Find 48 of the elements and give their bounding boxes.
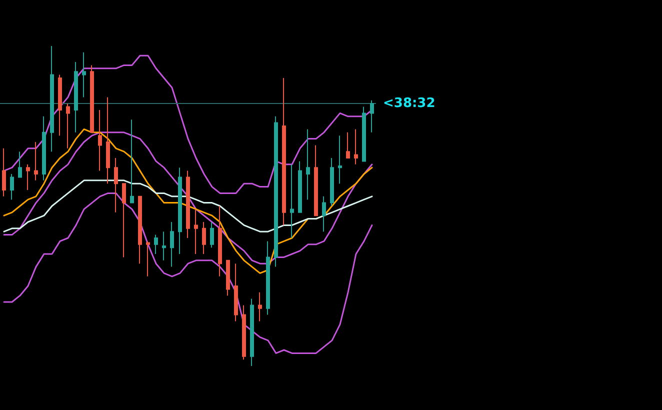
candlestick — [282, 78, 286, 226]
candlestick — [194, 208, 198, 254]
candlestick — [74, 62, 78, 133]
candlestick — [242, 304, 246, 360]
candlestick — [2, 148, 6, 197]
candlestick — [130, 119, 134, 204]
candlestick — [34, 142, 38, 181]
candlestick — [346, 132, 350, 158]
candlestick — [370, 100, 374, 133]
candlestick — [90, 64, 94, 133]
candlestick — [138, 196, 142, 264]
candlestick — [98, 110, 102, 172]
candlestick — [322, 196, 326, 232]
candlestick — [186, 170, 190, 238]
candlestick — [362, 106, 366, 162]
candlestick — [114, 158, 118, 213]
candlestick — [218, 206, 222, 277]
candlestick — [226, 260, 230, 296]
candlestick — [162, 231, 166, 261]
candlestick — [154, 234, 158, 254]
candlestick — [82, 52, 86, 98]
candlestick — [10, 174, 14, 200]
candlestick — [146, 240, 150, 277]
candlestick — [354, 128, 358, 165]
candlestick — [122, 183, 126, 258]
candlestick — [330, 158, 334, 206]
candlestick — [106, 96, 110, 184]
candlestick — [290, 164, 294, 238]
candlestick — [314, 144, 318, 216]
candlestick — [234, 263, 238, 322]
candlestick — [50, 46, 54, 152]
candlestick — [306, 128, 310, 200]
candlestick — [66, 103, 70, 149]
text: <38:32 — [383, 96, 436, 112]
candlestick — [298, 160, 302, 213]
candlestick — [170, 222, 174, 268]
candlestick — [250, 298, 254, 366]
candlestick — [266, 240, 270, 316]
candlestick — [258, 292, 262, 322]
candlestick — [26, 164, 30, 190]
candlestick — [338, 135, 342, 184]
candlestick — [210, 222, 214, 248]
candlestick — [58, 74, 62, 136]
candlestick — [274, 116, 278, 268]
candlestick — [202, 222, 206, 254]
candlestick — [42, 116, 46, 181]
candlestick — [178, 167, 182, 254]
candlestick — [18, 151, 22, 178]
